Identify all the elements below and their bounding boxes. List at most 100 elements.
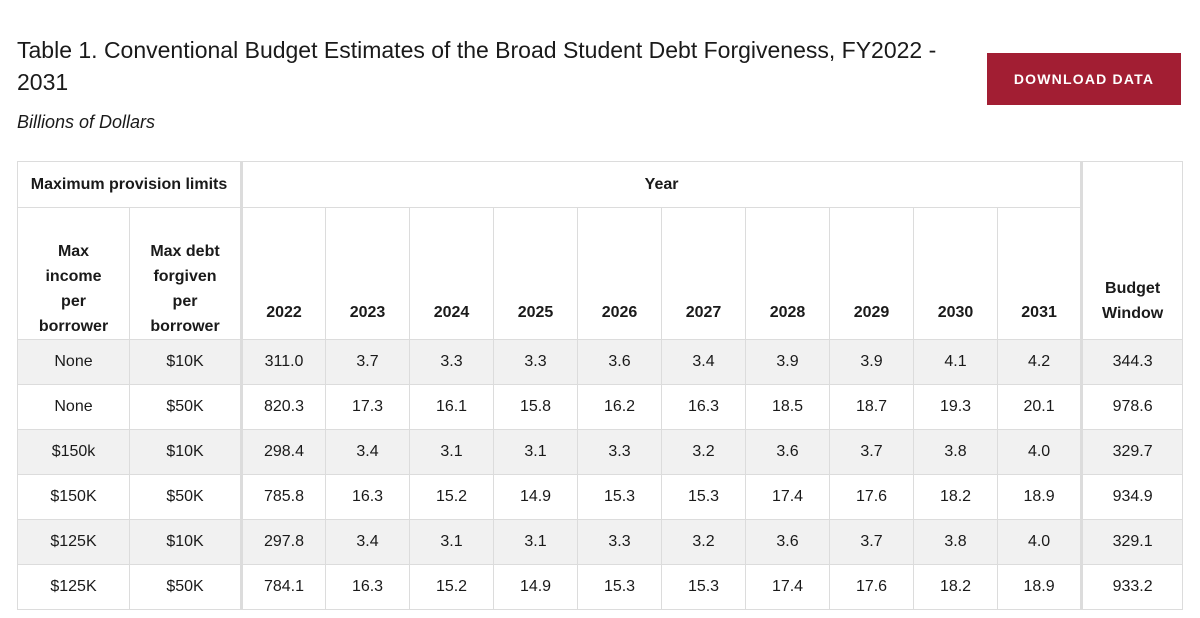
budget-window-cell: 934.9 xyxy=(1081,474,1184,520)
year-value-cell: 16.1 xyxy=(409,384,495,430)
debt-cell: $10K xyxy=(128,339,244,385)
year-value-cell: 18.2 xyxy=(913,474,999,520)
debt-cell: $50K xyxy=(128,384,244,430)
table-subtitle: Billions of Dollars xyxy=(17,112,156,132)
year-value-cell: 4.0 xyxy=(997,519,1084,565)
table-row: $150k $10K 298.4 3.4 3.1 3.1 3.3 3.2 3.6 3.7 3.8 4.… xyxy=(17,429,1184,475)
budget-window-cell: 978.6 xyxy=(1081,384,1184,430)
year-value-cell: 784.1 xyxy=(241,564,327,610)
year-header: 2023 xyxy=(325,207,411,340)
year-header: 2025 xyxy=(493,207,579,340)
budget-window-header: Budget Window xyxy=(1081,161,1184,340)
year-value-cell: 4.2 xyxy=(997,339,1084,385)
debt-cell: $50K xyxy=(128,564,244,610)
year-value-cell: 3.7 xyxy=(325,339,411,385)
year-value-cell: 17.4 xyxy=(745,474,831,520)
year-value-cell: 16.3 xyxy=(661,384,747,430)
table-row: None $10K 311.0 3.7 3.3 3.3 3.6 3.4 3.9 3.9 4.1 4.2… xyxy=(17,339,1184,385)
year-value-cell: 3.4 xyxy=(325,429,411,475)
year-value-cell: 3.6 xyxy=(577,339,663,385)
table-row: $125K $50K 784.1 16.3 15.2 14.9 15.3 15.3 17.4 17… xyxy=(17,564,1184,610)
download-data-button[interactable]: DOWNLOAD DATA xyxy=(987,53,1181,105)
year-value-cell: 18.5 xyxy=(745,384,831,430)
year-value-cell: 4.1 xyxy=(913,339,999,385)
year-value-cell: 3.3 xyxy=(409,339,495,385)
year-value-cell: 15.3 xyxy=(577,474,663,520)
year-value-cell: 16.3 xyxy=(325,564,411,610)
income-cell: $150k xyxy=(17,429,130,475)
year-value-cell: 311.0 xyxy=(241,339,327,385)
budget-window-cell: 933.2 xyxy=(1081,564,1184,610)
year-value-cell: 15.3 xyxy=(661,474,747,520)
year-group-header: Year xyxy=(241,161,1084,208)
year-value-cell: 18.2 xyxy=(913,564,999,610)
year-value-cell: 15.3 xyxy=(661,564,747,610)
debt-cell: $50K xyxy=(128,474,244,520)
year-value-cell: 3.9 xyxy=(829,339,915,385)
year-value-cell: 15.3 xyxy=(577,564,663,610)
year-value-cell: 3.3 xyxy=(577,429,663,475)
year-header: 2026 xyxy=(577,207,663,340)
year-value-cell: 17.6 xyxy=(829,474,915,520)
year-value-cell: 3.8 xyxy=(913,519,999,565)
table-row: $125K $10K 297.8 3.4 3.1 3.1 3.3 3.2 3.6 3.7 3.8 4.… xyxy=(17,519,1184,565)
year-value-cell: 3.7 xyxy=(829,429,915,475)
year-value-cell: 18.9 xyxy=(997,474,1084,520)
year-value-cell: 15.2 xyxy=(409,474,495,520)
year-value-cell: 19.3 xyxy=(913,384,999,430)
year-header: 2029 xyxy=(829,207,915,340)
year-value-cell: 3.9 xyxy=(745,339,831,385)
income-cell: $125K xyxy=(17,564,130,610)
year-value-cell: 3.3 xyxy=(493,339,579,385)
income-cell: None xyxy=(17,384,130,430)
year-value-cell: 3.8 xyxy=(913,429,999,475)
year-value-cell: 3.1 xyxy=(493,519,579,565)
year-value-cell: 17.4 xyxy=(745,564,831,610)
year-header: 2031 xyxy=(997,207,1084,340)
budget-estimates-table: Maximum provision limits Year Budget Win… xyxy=(16,161,1184,610)
year-value-cell: 3.2 xyxy=(661,519,747,565)
year-value-cell: 820.3 xyxy=(241,384,327,430)
debt-cell: $10K xyxy=(128,519,244,565)
year-value-cell: 3.4 xyxy=(661,339,747,385)
income-cell: $125K xyxy=(17,519,130,565)
year-value-cell: 3.3 xyxy=(577,519,663,565)
year-value-cell: 3.4 xyxy=(325,519,411,565)
year-value-cell: 15.8 xyxy=(493,384,579,430)
year-header: 2028 xyxy=(745,207,831,340)
year-value-cell: 3.1 xyxy=(409,519,495,565)
page-title: Table 1. Conventional Budget Estimates o… xyxy=(17,37,937,95)
table-body: None $10K 311.0 3.7 3.3 3.3 3.6 3.4 3.9 3.9 4.1 4.2… xyxy=(17,339,1184,610)
debt-cell: $10K xyxy=(128,429,244,475)
limits-group-header: Maximum provision limits xyxy=(16,161,244,208)
year-value-cell: 18.9 xyxy=(997,564,1084,610)
year-value-cell: 4.0 xyxy=(997,429,1084,475)
year-value-cell: 3.6 xyxy=(745,519,831,565)
year-value-cell: 20.1 xyxy=(997,384,1084,430)
year-value-cell: 18.7 xyxy=(829,384,915,430)
year-value-cell: 3.7 xyxy=(829,519,915,565)
income-cell: $150K xyxy=(17,474,130,520)
year-value-cell: 16.3 xyxy=(325,474,411,520)
year-header: 2024 xyxy=(409,207,495,340)
year-header: 2027 xyxy=(661,207,747,340)
table-row: $150K $50K 785.8 16.3 15.2 14.9 15.3 15.3 17.4 17… xyxy=(17,474,1184,520)
year-value-cell: 17.3 xyxy=(325,384,411,430)
year-value-cell: 15.2 xyxy=(409,564,495,610)
year-value-cell: 785.8 xyxy=(241,474,327,520)
year-value-cell: 14.9 xyxy=(493,474,579,520)
year-value-cell: 3.1 xyxy=(409,429,495,475)
year-value-cell: 14.9 xyxy=(493,564,579,610)
year-header: 2030 xyxy=(913,207,999,340)
income-cell: None xyxy=(17,339,130,385)
budget-window-cell: 344.3 xyxy=(1081,339,1184,385)
year-value-cell: 297.8 xyxy=(241,519,327,565)
max-debt-header: Max debt forgiven per borrower xyxy=(128,207,244,340)
budget-window-cell: 329.1 xyxy=(1081,519,1184,565)
year-value-cell: 17.6 xyxy=(829,564,915,610)
year-value-cell: 3.6 xyxy=(745,429,831,475)
year-header: 2022 xyxy=(241,207,327,340)
budget-window-cell: 329.7 xyxy=(1081,429,1184,475)
year-value-cell: 3.1 xyxy=(493,429,579,475)
year-value-cell: 3.2 xyxy=(661,429,747,475)
